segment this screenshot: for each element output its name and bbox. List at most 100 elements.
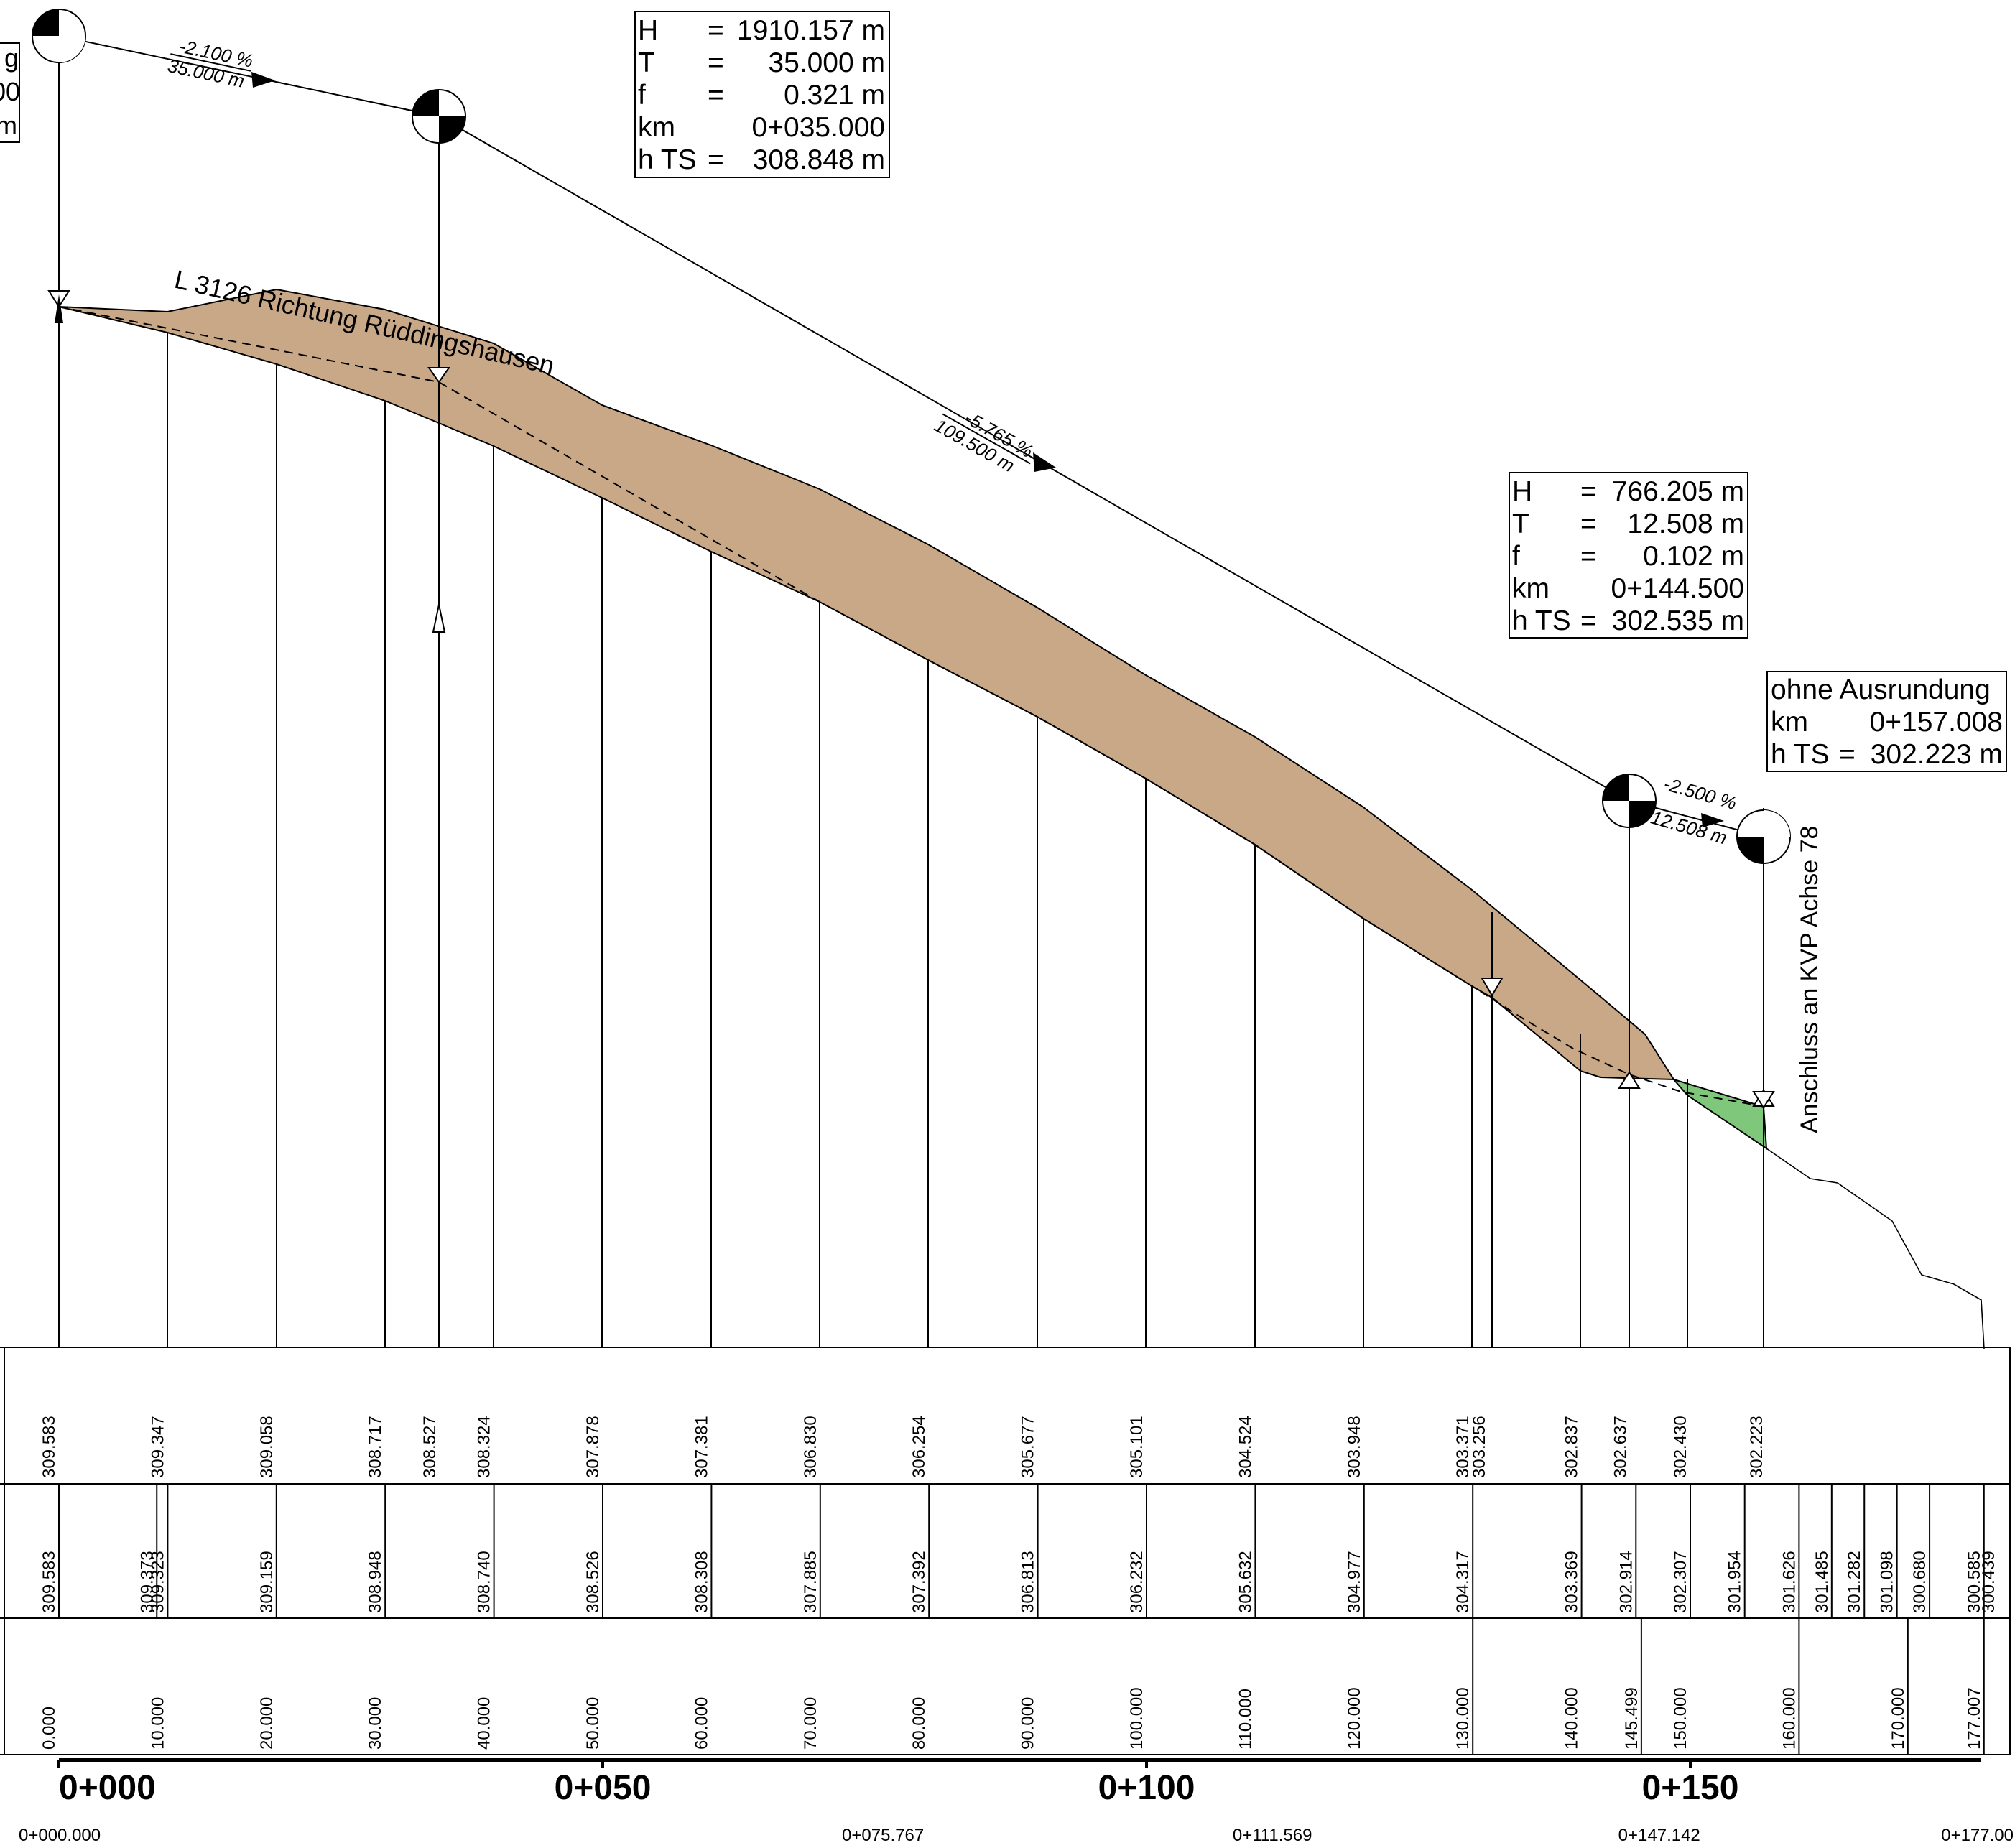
design-elevation-label: 302.637 [1611, 1416, 1631, 1478]
marker-arrow-up-2 [432, 604, 446, 633]
svg-text:m: m [0, 111, 17, 140]
design-elevation-label: 304.524 [1236, 1416, 1255, 1478]
grade-arrow-3 [1701, 813, 1724, 827]
svg-text:0.321 m: 0.321 m [784, 80, 885, 111]
ground-elevation-label: 301.626 [1779, 1551, 1799, 1613]
svg-text:h TS: h TS [1771, 739, 1830, 770]
ground-elevation-label: 301.282 [1845, 1551, 1864, 1613]
station-value-label: 177.007 [1965, 1687, 1984, 1750]
station-value-label: 10.000 [148, 1697, 167, 1750]
design-elevation-label: 307.381 [692, 1416, 711, 1478]
design-elevation-label: 308.717 [366, 1416, 385, 1478]
design-elevation-label: 309.058 [257, 1416, 277, 1478]
svg-text:1910.157 m: 1910.157 m [737, 15, 885, 46]
design-elevation-label: 308.324 [475, 1416, 494, 1478]
ground-elevation-label: 301.954 [1726, 1551, 1745, 1613]
design-elevation-label: 309.347 [148, 1416, 167, 1478]
station-value-label: 145.499 [1622, 1687, 1641, 1750]
curve-info-box-3: ohne Ausrundung km 0+157.008 h TS = 302.… [1766, 671, 2007, 772]
station-value-label: 80.000 [909, 1697, 929, 1750]
svg-text:f: f [1512, 541, 1520, 572]
design-elevation-label: 303.948 [1345, 1416, 1364, 1478]
station-value-label: 50.000 [583, 1697, 603, 1750]
curve-marker-pvi-1 [412, 89, 466, 144]
ground-elevation-label: 307.885 [801, 1551, 820, 1613]
svg-text:=: = [1580, 541, 1597, 572]
band-table [0, 1347, 2011, 1755]
svg-text:=: = [1580, 476, 1597, 507]
design-elevation-label: 308.527 [420, 1416, 440, 1478]
svg-text:f: f [638, 80, 646, 111]
svg-text:T: T [1512, 509, 1529, 539]
axis-major-label: 0+150 [1642, 1769, 1739, 1807]
design-elevation-label: 307.878 [583, 1416, 603, 1478]
marker-arrow-up-1 [55, 294, 63, 323]
svg-text:=: = [708, 47, 724, 78]
design-elevation-label: 302.430 [1671, 1416, 1690, 1478]
svg-text:ohne Ausrundung: ohne Ausrundung [1771, 674, 1991, 705]
curve-marker-end [1736, 809, 1791, 864]
station-axis-labels: 0+000 0+050 0+100 0+150 0+000.000 0+075.767 0+… [19, 1760, 2014, 1845]
ground-elevation-label: 306.813 [1019, 1551, 1038, 1613]
svg-text:12.508 m: 12.508 m [1627, 509, 1744, 539]
ground-elevation-label: 300.439 [1979, 1551, 1998, 1613]
station-lines [58, 13, 1764, 1347]
axis-minor-label: 0+111.569 [1233, 1826, 1312, 1845]
svg-text:g: g [4, 43, 19, 73]
svg-text:H: H [1512, 476, 1532, 507]
station-value-label: 30.000 [366, 1697, 385, 1750]
existing-ground-line [1766, 1148, 1985, 1350]
left-clipped-box: g 00 m [0, 42, 20, 143]
design-elevation-label: 309.583 [40, 1416, 59, 1478]
ground-elevation-label: 305.632 [1236, 1551, 1255, 1613]
fill-area-brown [58, 288, 1675, 1081]
svg-text:=: = [1580, 605, 1597, 636]
svg-text:766.205 m: 766.205 m [1612, 476, 1744, 507]
station-value-label: 100.000 [1127, 1687, 1147, 1750]
axis-minor-label: 0+075.767 [842, 1826, 924, 1845]
ground-elevation-label: 306.232 [1127, 1551, 1147, 1613]
curve-info-box-2: H = 766.205 m T = 12.508 m f = 0.102 m k… [1509, 472, 1748, 639]
curve-marker-pvi-2 [1602, 774, 1657, 828]
station-value-label: 160.000 [1779, 1687, 1799, 1750]
design-elevation-label: 303.256 [1470, 1416, 1489, 1478]
dashed-grade-line [58, 306, 1766, 1108]
design-elevation-label: 306.254 [909, 1416, 929, 1478]
svg-text:0+035.000: 0+035.000 [752, 112, 885, 143]
svg-text:0.102 m: 0.102 m [1643, 541, 1744, 572]
ground-elevation-label: 308.526 [583, 1551, 603, 1613]
svg-text:km: km [638, 112, 675, 143]
svg-text:302.223 m: 302.223 m [1871, 739, 2003, 770]
curve-info-box-1: H = 1910.157 m T = 35.000 m f = 0.321 m … [634, 11, 890, 178]
design-elevation-label: 302.837 [1562, 1416, 1582, 1478]
axis-minor-label: 0+177.00 [1941, 1826, 2014, 1845]
axis-minor-label: 0+147.142 [1618, 1826, 1700, 1845]
svg-text:0+144.500: 0+144.500 [1611, 573, 1744, 604]
ground-elevation-label: 300.680 [1910, 1551, 1930, 1613]
svg-text:T: T [638, 47, 655, 78]
ground-elevation-label: 308.308 [692, 1551, 711, 1613]
design-elevation-label: 302.223 [1747, 1416, 1766, 1478]
ground-elevation-label: 309.159 [257, 1551, 277, 1613]
ground-elevation-label: 304.977 [1345, 1551, 1364, 1613]
svg-text:0+157.008: 0+157.008 [1870, 707, 2003, 738]
design-elevation-label: 305.677 [1019, 1416, 1038, 1478]
ground-elevation-label: 302.914 [1616, 1551, 1636, 1613]
svg-text:=: = [708, 80, 724, 111]
ground-elevation-label: 309.323 [148, 1551, 167, 1613]
svg-text:=: = [708, 15, 724, 46]
ground-elevation-label: 303.369 [1562, 1551, 1582, 1613]
svg-text:00: 00 [0, 77, 20, 106]
station-value-label: 20.000 [257, 1697, 277, 1750]
station-value-label: 140.000 [1562, 1687, 1582, 1750]
grade-arrow-2 [1033, 452, 1056, 472]
station-value-label: 70.000 [801, 1697, 820, 1750]
ground-elevation-label: 309.583 [40, 1551, 59, 1613]
station-value-label: 60.000 [692, 1697, 711, 1750]
svg-text:=: = [1839, 739, 1856, 770]
ground-elevation-label: 301.098 [1878, 1551, 1897, 1613]
station-value-label: 120.000 [1345, 1687, 1364, 1750]
svg-text:km: km [1512, 573, 1550, 604]
